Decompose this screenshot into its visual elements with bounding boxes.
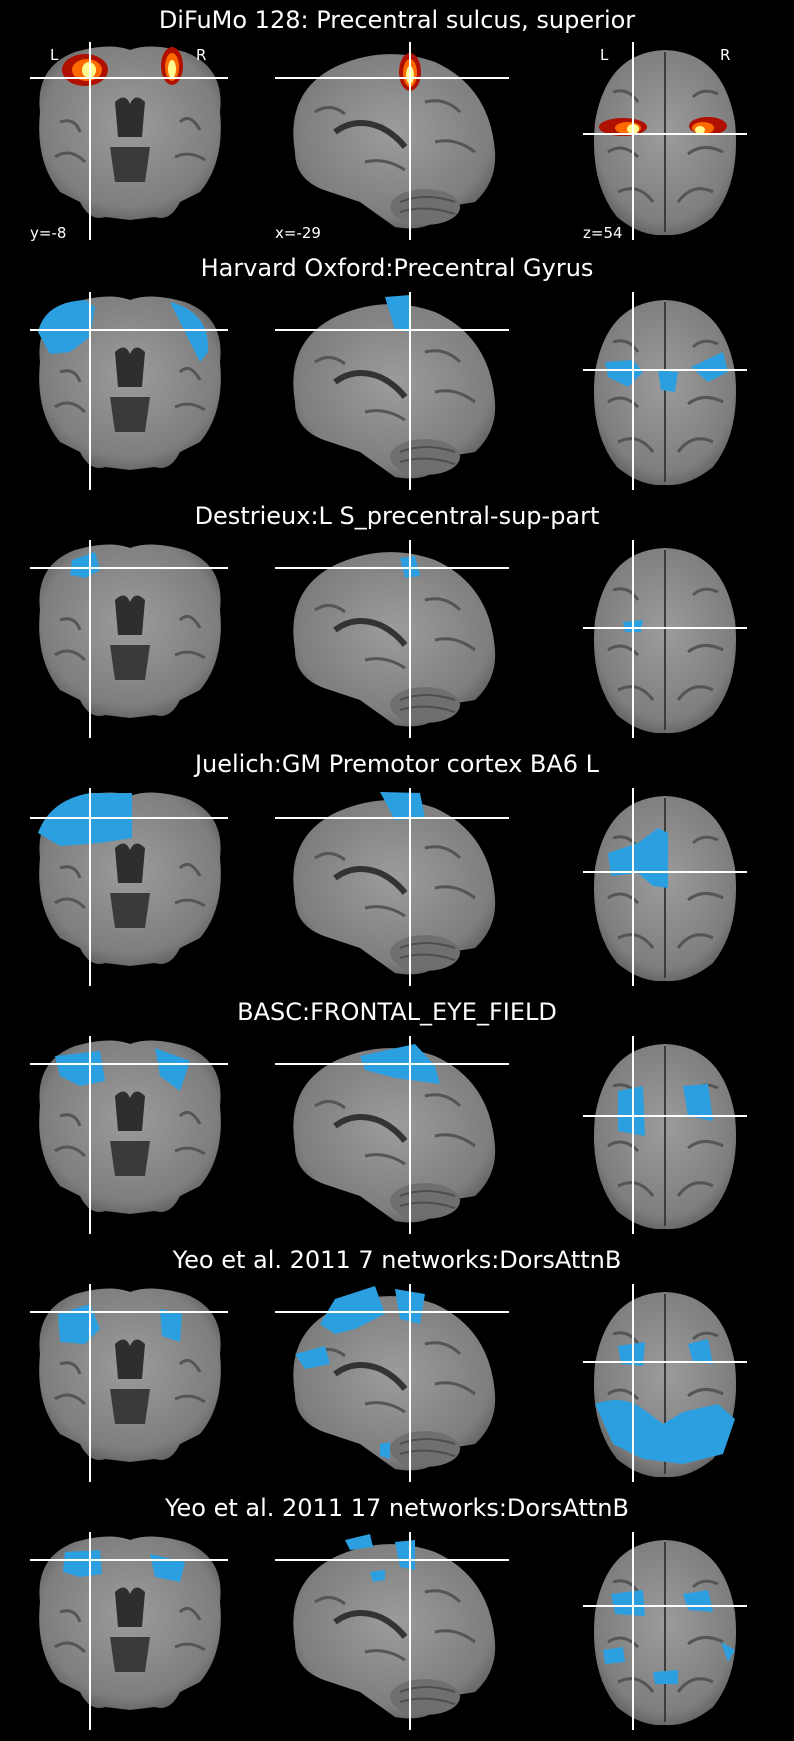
coronal-view [30,788,228,986]
coronal-view [30,1532,228,1730]
sagittal-view [275,1036,509,1234]
axial-view [583,1284,747,1482]
row-title: DiFuMo 128: Precentral sulcus, superior [158,6,636,34]
axial-view [583,1036,747,1234]
row-harvard-oxford: Harvard Oxford:Precentral Gyrus [0,254,794,494]
atlas-overlay [38,793,132,846]
row-basc: BASC:FRONTAL_EYE_FIELD [0,998,794,1238]
left-marker: L [600,46,609,64]
row-juelich: Juelich:GM Premotor cortex BA6 L [0,750,794,990]
atlas-overlay [618,1084,713,1136]
row-difumo: DiFuMo 128: Precentral sulcus, superior … [0,6,794,244]
row-title: BASC:FRONTAL_EYE_FIELD [237,998,557,1026]
sagittal-view [275,42,509,240]
atlas-overlay [380,792,425,820]
axial-view [583,292,747,490]
row-title: Yeo et al. 2011 7 networks:DorsAttnB [172,1246,622,1274]
heatmap-overlay [599,117,727,136]
sagittal-view [275,292,509,490]
sagittal-view [275,1284,509,1482]
sagittal-view [275,1532,509,1730]
axial-view [583,1532,747,1730]
atlas-overlay [38,300,209,362]
right-marker: R [720,46,731,64]
axial-view [583,42,747,240]
atlas-overlay [55,1048,190,1091]
atlas-overlay [595,1339,735,1464]
coronal-view [30,292,228,490]
coronal-view [30,1036,228,1234]
axial-view [583,788,747,986]
row-destrieux: Destrieux:L S_precentral-sup-part [0,502,794,742]
sagittal-view [275,540,509,738]
sagittal-coord-label: x=-29 [275,224,321,242]
row-title: Juelich:GM Premotor cortex BA6 L [194,750,600,778]
row-yeo-7: Yeo et al. 2011 7 networks:DorsAttnB [0,1246,794,1486]
left-marker: L [50,46,59,64]
coronal-view [30,42,228,240]
coronal-coord-label: y=-8 [30,224,67,242]
row-title: Harvard Oxford:Precentral Gyrus [200,254,594,282]
coronal-view [30,540,228,738]
sagittal-view [275,788,509,986]
atlas-overlay [385,295,411,332]
coronal-view [30,1284,228,1482]
row-yeo-17: Yeo et al. 2011 17 networks:DorsAttnB [0,1494,794,1734]
axial-view [583,540,747,738]
axial-coord-label: z=54 [583,224,623,242]
row-title: Yeo et al. 2011 17 networks:DorsAttnB [165,1494,629,1522]
atlas-overlay [70,552,100,578]
row-title: Destrieux:L S_precentral-sup-part [194,502,600,530]
right-marker: R [196,46,207,64]
